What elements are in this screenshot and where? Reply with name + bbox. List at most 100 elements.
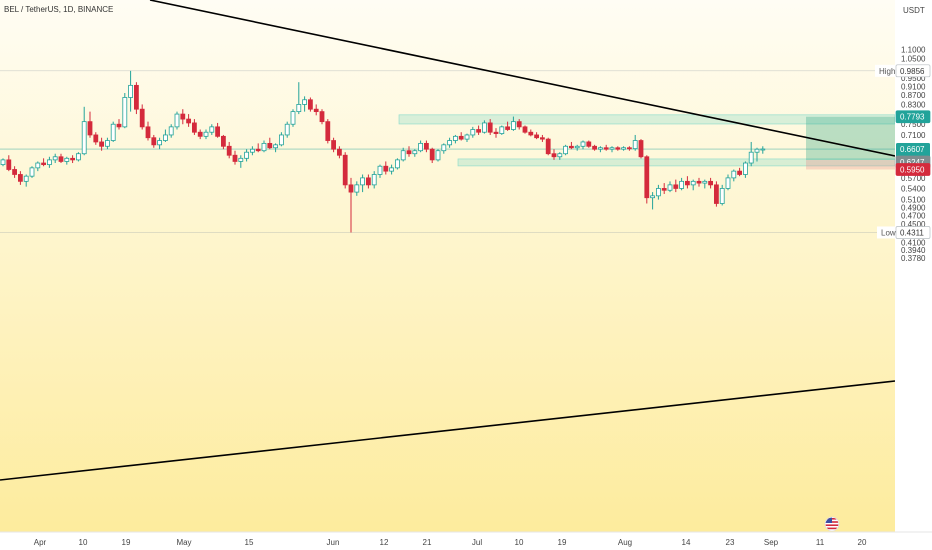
candle[interactable] [342,152,348,189]
candle[interactable] [29,166,35,178]
candle[interactable] [17,171,23,185]
candle[interactable] [737,167,742,177]
candle[interactable] [325,119,331,144]
candle[interactable] [215,122,221,138]
candle[interactable] [105,137,110,150]
candle[interactable] [452,134,458,144]
candle[interactable] [23,174,29,187]
candle[interactable] [360,174,366,193]
candle[interactable] [145,121,151,141]
candle[interactable] [551,149,557,160]
candle[interactable] [719,184,725,206]
candle[interactable] [760,146,766,154]
candle[interactable] [534,132,539,140]
candle[interactable] [522,125,528,134]
candle[interactable] [586,140,592,148]
candle[interactable] [377,164,383,178]
candle[interactable] [128,70,134,112]
candle[interactable] [99,137,104,151]
candle[interactable] [180,109,186,125]
candle[interactable] [447,137,453,148]
candle[interactable] [371,171,377,189]
candle[interactable] [122,92,128,129]
candle[interactable] [650,192,655,210]
candle[interactable] [139,104,145,130]
candle[interactable] [365,174,371,189]
upper-trendline[interactable] [149,0,896,157]
candle[interactable] [481,120,487,134]
candle[interactable] [41,158,46,167]
candle[interactable] [93,132,99,145]
candle[interactable] [302,96,308,112]
candle[interactable] [116,119,122,130]
candle[interactable] [226,141,232,159]
candle[interactable] [203,129,209,140]
candle[interactable] [615,146,621,151]
candle[interactable] [354,181,360,196]
candle[interactable] [714,181,719,207]
time-axis-panel[interactable] [0,532,932,550]
candle[interactable] [238,155,244,168]
candle[interactable] [592,144,597,151]
candle[interactable] [661,183,667,194]
candle[interactable] [505,121,511,131]
lower-trendline[interactable] [0,380,896,481]
candle[interactable] [458,132,464,141]
candle[interactable] [528,129,534,137]
candle[interactable] [569,141,574,150]
candle[interactable] [464,133,470,142]
candle[interactable] [296,82,302,115]
candle[interactable] [290,109,296,127]
candle[interactable] [598,146,603,153]
candle[interactable] [64,156,70,165]
candle[interactable] [313,104,319,116]
candle[interactable] [644,155,650,204]
candle[interactable] [557,152,563,160]
candle[interactable] [702,179,708,189]
candle[interactable] [174,111,180,130]
candle[interactable] [423,140,429,153]
candle[interactable] [621,146,626,151]
candle[interactable] [336,146,342,159]
candle[interactable] [487,119,493,135]
candle[interactable] [186,114,192,127]
candle[interactable] [748,141,754,167]
candle[interactable] [656,184,661,200]
candle[interactable] [58,153,64,164]
candle[interactable] [244,149,250,162]
candle[interactable] [157,137,163,150]
candle[interactable] [679,177,684,191]
candle[interactable] [278,132,284,147]
candle[interactable] [220,134,226,150]
candle[interactable] [81,106,87,156]
candle[interactable] [0,158,6,167]
candle[interactable] [667,181,673,193]
candle[interactable] [12,166,18,178]
candle[interactable] [319,109,325,125]
candle[interactable] [261,140,267,153]
candle[interactable] [76,152,81,162]
candle[interactable] [609,146,615,153]
candle[interactable] [47,156,52,168]
candle[interactable] [255,143,261,153]
candle[interactable] [743,161,748,178]
candle[interactable] [6,155,12,172]
candle[interactable] [52,153,58,164]
candle[interactable] [603,144,609,151]
candle[interactable] [284,121,290,138]
candle[interactable] [110,121,116,142]
candle[interactable] [632,134,638,151]
candle[interactable] [389,164,395,175]
candle[interactable] [435,149,441,162]
candle[interactable] [267,137,273,150]
candle[interactable] [476,125,482,135]
candle[interactable] [499,125,505,135]
candle[interactable] [168,124,174,138]
candle[interactable] [673,179,679,193]
candle[interactable] [754,147,760,162]
candle[interactable] [429,147,435,164]
candle[interactable] [418,140,424,153]
candle[interactable] [545,137,551,156]
candle[interactable] [307,97,313,112]
